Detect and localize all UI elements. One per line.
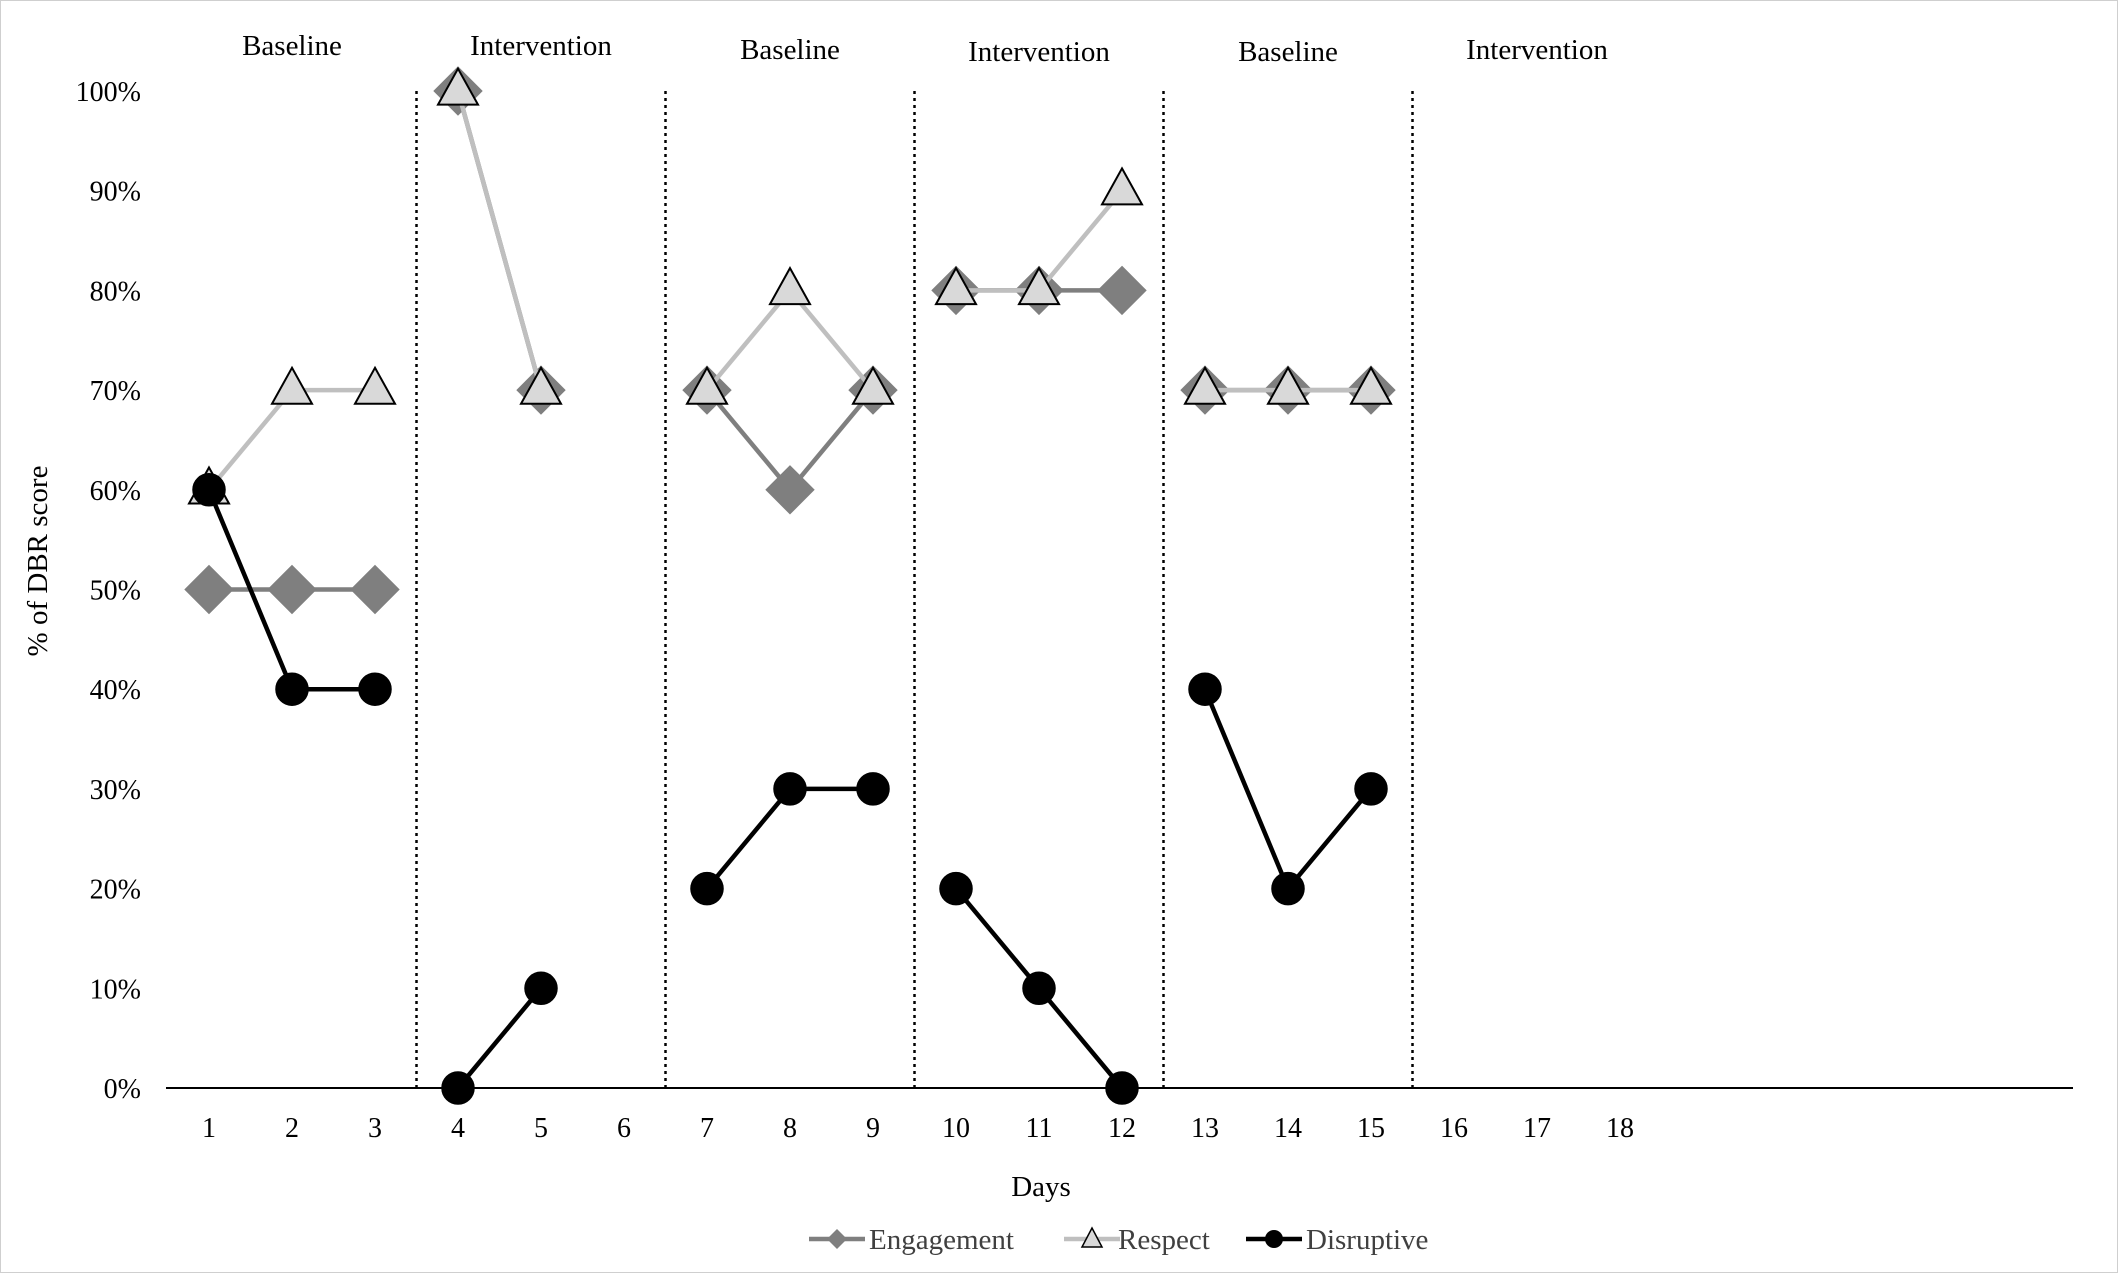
- y-tick-label: 70%: [90, 376, 141, 407]
- respect-marker: [436, 66, 480, 106]
- phase-label: Intervention: [1466, 34, 1608, 66]
- engagement-marker: [350, 564, 400, 615]
- y-tick-label: 10%: [90, 974, 141, 1005]
- disruptive-marker: [1105, 1071, 1139, 1105]
- disruptive-marker: [690, 871, 724, 906]
- respect-marker: [1183, 365, 1227, 405]
- disruptive-marker: [358, 672, 392, 706]
- x-tick-label: 4: [451, 1113, 465, 1144]
- phase-label: Baseline: [1238, 36, 1338, 68]
- x-tick-label: 9: [866, 1113, 880, 1144]
- x-tick-label: 18: [1606, 1113, 1634, 1144]
- y-tick-label: 20%: [90, 875, 141, 906]
- disruptive-marker: [1188, 672, 1222, 706]
- x-tick-label: 11: [1026, 1113, 1053, 1144]
- respect-line: [207, 387, 375, 492]
- disruptive-marker: [856, 772, 890, 806]
- legend-label: Disruptive: [1306, 1224, 1428, 1256]
- x-tick-label: 13: [1191, 1113, 1219, 1144]
- disruptive-line: [1202, 688, 1373, 893]
- disruptive-marker: [441, 1071, 475, 1105]
- respect-marker: [1266, 365, 1310, 405]
- x-tick-label: 12: [1108, 1113, 1136, 1144]
- y-tick-label: 40%: [90, 675, 141, 706]
- disruptive-line: [456, 986, 543, 1090]
- y-tick-label: 60%: [90, 476, 141, 507]
- x-tick-label: 17: [1523, 1113, 1551, 1144]
- disruptive-marker: [1022, 971, 1056, 1006]
- y-tick-label: 100%: [76, 77, 141, 108]
- phase-label: Intervention: [968, 36, 1110, 68]
- legend-item-engagement: Engagement: [809, 1224, 1014, 1256]
- phase-label: Intervention: [470, 30, 612, 62]
- disruptive-marker: [939, 871, 973, 906]
- x-tick-label: 6: [617, 1113, 631, 1144]
- y-tick-label: 30%: [90, 775, 141, 806]
- legend-diamond-icon: [827, 1229, 847, 1249]
- respect-marker: [1100, 166, 1144, 206]
- y-tick-label: 80%: [90, 276, 141, 307]
- respect-marker: [353, 365, 397, 405]
- respect-line: [455, 90, 544, 391]
- respect-marker: [934, 266, 978, 306]
- x-tick-label: 8: [783, 1113, 797, 1144]
- y-axis: 0% 10% 20% 30% 40% 50% 60% 70% 80% 90% 100%: [76, 77, 141, 1105]
- x-tick-label: 5: [534, 1113, 548, 1144]
- x-tick-label: 1: [202, 1113, 216, 1144]
- respect-line: [705, 286, 875, 392]
- legend-item-disruptive: Disruptive: [1246, 1224, 1428, 1256]
- respect-marker: [1017, 266, 1061, 306]
- legend-label: Engagement: [869, 1224, 1014, 1256]
- y-tick-label: 50%: [90, 576, 141, 607]
- respect-marker: [851, 365, 895, 405]
- legend-triangle-icon: [1080, 1226, 1104, 1248]
- respect-series: [187, 66, 1393, 505]
- x-tick-label: 7: [700, 1113, 714, 1144]
- x-axis: 1 2 3 4 5 6 7 8 9 10 11 12 13 14 15 16 17 18: [166, 1087, 2073, 1144]
- y-tick-label: 90%: [90, 177, 141, 208]
- x-tick-label: 14: [1274, 1113, 1302, 1144]
- disruptive-marker: [524, 971, 558, 1006]
- engagement-marker: [267, 564, 317, 615]
- respect-marker: [1349, 365, 1393, 405]
- disruptive-series: [192, 473, 1388, 1105]
- disruptive-marker: [773, 772, 807, 806]
- disruptive-marker: [275, 672, 309, 706]
- legend-label: Respect: [1118, 1224, 1210, 1256]
- engagement-marker: [184, 564, 234, 615]
- disruptive-marker: [192, 473, 226, 507]
- y-axis-title: % of DBR score: [22, 466, 54, 657]
- disruptive-marker: [1354, 772, 1388, 806]
- respect-marker: [519, 365, 563, 405]
- respect-marker: [768, 266, 812, 306]
- legend-item-respect: Respect: [1064, 1224, 1210, 1256]
- respect-marker: [270, 365, 314, 405]
- x-tick-label: 15: [1357, 1113, 1385, 1144]
- x-tick-label: 2: [285, 1113, 299, 1144]
- legend: Engagement Respect Disruptive: [809, 1224, 1428, 1256]
- legend-circle-icon: [1265, 1230, 1283, 1248]
- phase-label: Baseline: [740, 34, 840, 66]
- phase-label: Baseline: [242, 30, 342, 62]
- engagement-marker: [765, 465, 815, 515]
- disruptive-marker: [1271, 871, 1305, 906]
- respect-marker: [685, 365, 729, 405]
- x-tick-label: 10: [942, 1113, 970, 1144]
- engagement-marker: [1097, 265, 1147, 316]
- series-layer: [184, 66, 1396, 1105]
- phase-dividers: [415, 91, 1414, 1091]
- x-tick-label: 16: [1440, 1113, 1468, 1144]
- engagement-series: [184, 66, 1396, 615]
- x-axis-title: Days: [1011, 1171, 1071, 1203]
- y-tick-label: 0%: [104, 1074, 141, 1105]
- x-tick-label: 3: [368, 1113, 382, 1144]
- phase-labels: Baseline Intervention Baseline Intervention…: [242, 30, 1608, 68]
